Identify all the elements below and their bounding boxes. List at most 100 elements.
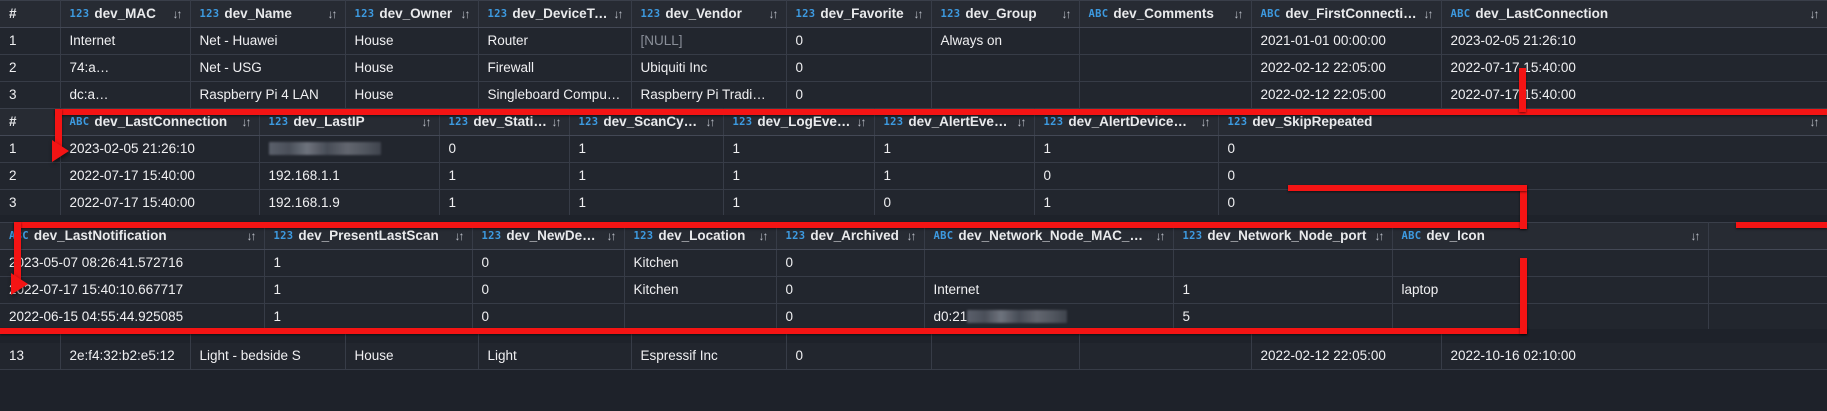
cell-dev_archived[interactable]: 0	[776, 276, 925, 305]
column-header-dev_favorite[interactable]: ↓↑ 123 dev_Favorite	[786, 0, 932, 29]
clipped-cell-5[interactable]: Espressif Inc	[631, 343, 787, 370]
clipped-cell-2[interactable]: Light - bedside S	[190, 343, 346, 370]
table-row[interactable]: 3 dc:a Raspberry Pi 4 LAN House Singleboard …	[0, 81, 1827, 108]
devices-table-part-3[interactable]: ↓↑ ABC dev_LastNotification ↓↑ 123 dev_Presen…	[0, 222, 1827, 329]
cell-dev_name[interactable]: Net - USG	[190, 54, 346, 83]
clipped-cell-7[interactable]	[931, 343, 1080, 370]
cell-dev_network_node_port[interactable]: 1	[1173, 276, 1393, 305]
sort-toggle-icon[interactable]: ↓↑	[613, 7, 624, 21]
cell-dev_location[interactable]: Kitchen	[624, 249, 777, 278]
sort-toggle-icon[interactable]: ↓↑	[1809, 115, 1820, 129]
clipped-cell-4[interactable]: Light	[478, 343, 632, 370]
table-row[interactable]: 2022-06-15 04:55:44.925085 1 0 0 d0:21 5	[0, 303, 1827, 329]
cell-dev_comments[interactable]	[1079, 27, 1252, 56]
sort-toggle-icon[interactable]: ↓↑	[246, 229, 257, 243]
cell-dev_lastnotification[interactable]: 2023-05-07 08:26:41.572716	[0, 249, 265, 278]
sort-toggle-icon[interactable]: ↓↑	[913, 7, 924, 21]
cell-dev_archived[interactable]: 0	[776, 303, 925, 329]
cell-dev_mac[interactable]: 74:a	[60, 54, 191, 83]
table-row[interactable]: 2023-05-07 08:26:41.572716 1 0 Kitchen 0	[0, 249, 1827, 278]
clipped-cell-1[interactable]: 2e:f4:32:b2:e5:12	[60, 343, 191, 370]
result-grid-section-2[interactable]: # ↓↑ ABC dev_LastConnection ↓↑ 123 dev_LastIP ↓…	[0, 108, 1827, 215]
cell-dev_alertevents[interactable]: 0	[874, 189, 1035, 215]
cell-dev_alertdevicedown[interactable]: 1	[1034, 135, 1219, 164]
clipped-cell-9[interactable]: 2022-02-12 22:05:00	[1251, 343, 1442, 370]
cell-dev_icon[interactable]	[1392, 249, 1709, 278]
cell-dev_alertdevicedown[interactable]: 0	[1034, 162, 1219, 191]
sort-toggle-icon[interactable]: ↓↑	[1809, 7, 1820, 21]
sort-toggle-icon[interactable]: ↓↑	[856, 115, 867, 129]
cell-dev_network_node_port[interactable]: 5	[1173, 303, 1393, 329]
cell-dev_staticip[interactable]: 0	[439, 135, 570, 164]
result-grid-section-3[interactable]: ↓↑ ABC dev_LastNotification ↓↑ 123 dev_Presen…	[0, 222, 1827, 329]
cell-dev_icon[interactable]: laptop	[1392, 276, 1709, 305]
cell-dev_lastnotification[interactable]: 2022-07-17 15:40:10.667717	[0, 276, 265, 305]
cell-dev_group[interactable]: Always on	[931, 27, 1080, 56]
cell-dev_staticip[interactable]: 1	[439, 162, 570, 191]
cell-dev_logevents[interactable]: 1	[723, 162, 875, 191]
cell-dev_lastip[interactable]: 192.168.1.1	[259, 162, 440, 191]
cell-dev_lastip[interactable]	[259, 135, 440, 164]
cell-dev_vendor[interactable]: Ubiquiti Inc	[631, 54, 787, 83]
column-header-dev_comments[interactable]: ↓↑ ABC dev_Comments	[1079, 0, 1252, 29]
cell-dev_lastconnection[interactable]: 2022-07-17 15:40:00	[60, 189, 260, 215]
cell-dev_network_node_mac_addr[interactable]: Internet	[924, 276, 1174, 305]
column-header-dev_name[interactable]: ↓↑ 123 dev_Name	[190, 0, 346, 29]
cell-dev_comments[interactable]	[1079, 81, 1252, 108]
cell-dev_firstconnection[interactable]: 2022-02-12 22:05:00	[1251, 54, 1442, 83]
sort-toggle-icon[interactable]: ↓↑	[1423, 7, 1434, 21]
sort-toggle-icon[interactable]: ↓↑	[606, 229, 617, 243]
cell-dev_scancycle[interactable]: 1	[569, 135, 724, 164]
cell-dev_location[interactable]: Kitchen	[624, 276, 777, 305]
cell-dev_alertevents[interactable]: 1	[874, 135, 1035, 164]
cell-dev_network_node_mac_addr[interactable]: d0:21	[924, 303, 1174, 329]
row-number-cell[interactable]: 2	[0, 54, 61, 83]
row-number-cell[interactable]: 3	[0, 81, 61, 108]
table-row[interactable]: 3 2022-07-17 15:40:00 192.168.1.9 1 1 1 0 1 0	[0, 189, 1827, 215]
cell-dev_lastip[interactable]: 192.168.1.9	[259, 189, 440, 215]
cell-dev_devicetype[interactable]: Router	[478, 27, 632, 56]
cell-dev_lastconnection[interactable]: 2022-07-17 15:40:00	[1441, 81, 1827, 108]
clipped-cell-0[interactable]: 13	[0, 343, 61, 370]
sort-toggle-icon[interactable]: ↓↑	[454, 229, 465, 243]
sort-toggle-icon[interactable]: ↓↑	[1690, 229, 1701, 243]
cell-dev_presentlastscan[interactable]: 1	[264, 303, 473, 329]
cell-dev_scancycle[interactable]: 1	[569, 189, 724, 215]
sort-toggle-icon[interactable]: ↓↑	[1061, 7, 1072, 21]
row-number-cell[interactable]: 1	[0, 27, 61, 56]
cell-dev_newdevice[interactable]: 0	[472, 249, 625, 278]
cell-dev_skiprepeated[interactable]: 0	[1218, 135, 1827, 164]
cell-dev_newdevice[interactable]: 0	[472, 303, 625, 329]
cell-dev_vendor[interactable]: [NULL]	[631, 27, 787, 56]
sort-toggle-icon[interactable]: ↓↑	[421, 115, 432, 129]
column-header-dev_group[interactable]: ↓↑ 123 dev_Group	[931, 0, 1080, 29]
cell-dev_presentlastscan[interactable]: 1	[264, 249, 473, 278]
clipped-cell-6[interactable]: 0	[786, 343, 932, 370]
cell-dev_comments[interactable]	[1079, 54, 1252, 83]
cell-dev_favorite[interactable]: 0	[786, 54, 932, 83]
column-header-dev_devicetype[interactable]: ↓↑ 123 dev_DeviceType	[478, 0, 632, 29]
cell-dev_lastconnection[interactable]: 2023-02-05 21:26:10	[60, 135, 260, 164]
cell-dev_lastconnection[interactable]: 2022-07-17 15:40:00	[1441, 54, 1827, 83]
devices-table-part-2[interactable]: # ↓↑ ABC dev_LastConnection ↓↑ 123 dev_LastIP ↓…	[0, 108, 1827, 215]
cell-dev_alertdevicedown[interactable]: 1	[1034, 189, 1219, 215]
table-row[interactable]: 2 74:a Net - USG House Firewall Ubiquiti Inc 0…	[0, 54, 1827, 83]
cell-dev_scancycle[interactable]: 1	[569, 162, 724, 191]
cell-dev_presentlastscan[interactable]: 1	[264, 276, 473, 305]
cell-dev_favorite[interactable]: 0	[786, 81, 932, 108]
column-header-dev_owner[interactable]: ↓↑ 123 dev_Owner	[345, 0, 479, 29]
table-row[interactable]: 2 2022-07-17 15:40:00 192.168.1.1 1 1 1 1 0 0	[0, 162, 1827, 191]
clipped-cell-3[interactable]: House	[345, 343, 479, 370]
table-row[interactable]: 1 Internet Net - Huawei House Router [NULL] 0 A…	[0, 27, 1827, 56]
sort-toggle-icon[interactable]: ↓↑	[1200, 115, 1211, 129]
cell-dev_devicetype[interactable]: Singleboard Computer …	[478, 81, 632, 108]
table-row[interactable]: 13 2e:f4:32:b2:e5:12 Light - bedside S Hous…	[0, 343, 1827, 370]
sort-toggle-icon[interactable]: ↓↑	[1233, 7, 1244, 21]
sort-toggle-icon[interactable]: ↓↑	[758, 229, 769, 243]
cell-dev_devicetype[interactable]: Firewall	[478, 54, 632, 83]
devices-table-part-1[interactable]: # ↓↑ 123 dev_MAC ↓↑ 123 dev_Name ↓↑ 123 dev_Owner…	[0, 0, 1827, 108]
row-number-cell[interactable]: 3	[0, 189, 61, 215]
cell-dev_owner[interactable]: House	[345, 81, 479, 108]
cell-dev_staticip[interactable]: 1	[439, 189, 570, 215]
cell-dev_favorite[interactable]: 0	[786, 27, 932, 56]
